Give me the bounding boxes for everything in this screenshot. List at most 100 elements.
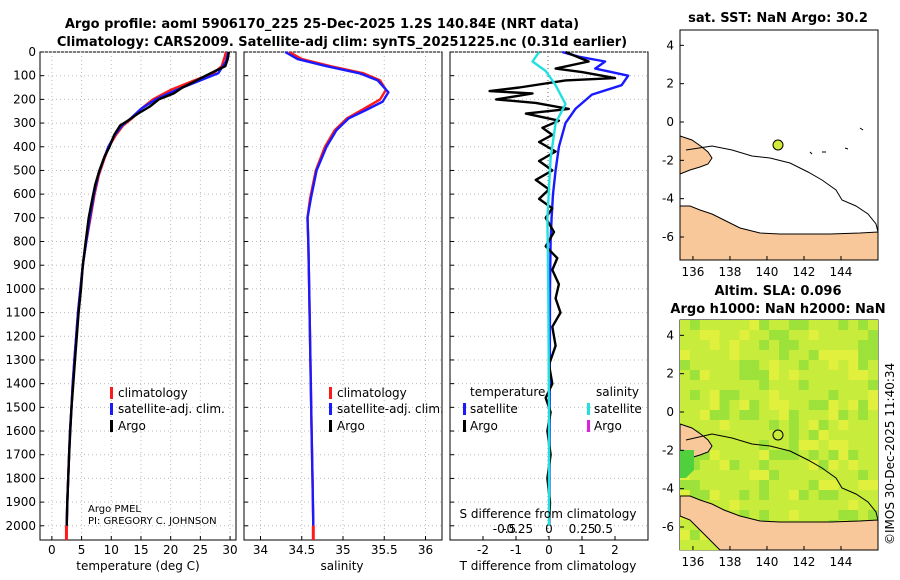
sla-cell — [769, 350, 780, 361]
sla-cell — [759, 380, 770, 391]
lat-tick-label: -2 — [662, 153, 674, 167]
sla-cell — [749, 450, 760, 461]
sla-cell — [689, 530, 700, 541]
sla-cell — [808, 430, 819, 441]
sla-cell — [818, 480, 829, 491]
sla-cell — [868, 510, 879, 521]
depth-tick-label: 900 — [13, 258, 36, 272]
sla-cell — [719, 430, 730, 441]
depth-tick-label: 0 — [28, 45, 36, 59]
sla-cell — [858, 360, 869, 371]
sla-cell — [788, 370, 799, 381]
coastline-north — [685, 145, 879, 233]
lat-tick-label: -6 — [662, 230, 674, 244]
sla-cell — [788, 350, 799, 361]
land-new-guinea — [679, 205, 879, 261]
land-northwest — [679, 135, 713, 175]
difference-tick-labels: -2 -1 0 1 2 -0.5-0.25 0 0.250.5 — [477, 522, 619, 557]
s-difference-tick-label: 0.5 — [594, 522, 613, 536]
legend-swatch-climatology — [110, 387, 113, 399]
difference-panel: -2 -1 0 1 2 -0.5-0.25 0 0.250.5 S difference fr… — [449, 50, 649, 573]
sla-cell — [798, 460, 809, 471]
lat-tick-label: -2 — [662, 443, 674, 457]
sla-cell — [788, 330, 799, 341]
sla-cell — [779, 500, 789, 511]
sst-map-lon-labels: 136 138 140 142 144 — [682, 256, 852, 279]
sla-cell — [808, 350, 819, 361]
sla-cell — [779, 320, 789, 331]
sla-cell — [858, 430, 869, 441]
depth-tick-label: 1800 — [5, 471, 36, 485]
sla-cell — [788, 320, 799, 331]
sla-cell — [788, 400, 799, 411]
sla-cell — [779, 380, 789, 391]
sla-cell — [719, 370, 730, 381]
sla-cell — [699, 340, 710, 351]
sla-cell — [759, 460, 770, 471]
sla-cell — [798, 320, 809, 331]
sla-cell — [808, 360, 819, 371]
sla-cell — [848, 490, 859, 501]
sla-cell — [749, 440, 760, 451]
land-new-guinea — [679, 495, 879, 551]
sla-cell — [749, 470, 760, 481]
sla-cell — [828, 380, 839, 391]
sla-cell — [759, 320, 770, 331]
sla-cell — [858, 500, 869, 511]
sla-cell — [848, 370, 859, 381]
sla-cell — [798, 380, 809, 391]
sla-cell — [699, 470, 710, 481]
sla-cell — [828, 400, 839, 411]
sla-cell — [848, 420, 859, 431]
salinity-axis-label: salinity — [320, 559, 363, 573]
sla-cell — [788, 420, 799, 431]
sla-cell — [779, 480, 789, 491]
sst-map-title: sat. SST: NaN Argo: 30.2 — [688, 11, 868, 26]
series-line-argo — [65, 51, 231, 526]
sla-cell — [868, 480, 879, 491]
sla-cell — [828, 510, 839, 521]
sla-cell — [848, 500, 859, 511]
sla-cell — [749, 320, 760, 331]
figure-title-line2: Climatology: CARS2009. Satellite-adj cli… — [57, 35, 627, 50]
sla-cell — [699, 370, 710, 381]
sla-cell — [749, 330, 760, 341]
sla-cell — [709, 410, 720, 421]
sla-cell — [769, 490, 780, 501]
depth-tick-label: 1300 — [5, 353, 36, 367]
sla-cell — [699, 330, 710, 341]
lon-tick-label: 136 — [682, 555, 705, 569]
sla-cell — [739, 510, 750, 521]
sla-cell — [729, 480, 740, 491]
sla-cell — [689, 390, 700, 401]
sla-cell — [699, 450, 710, 461]
sla-map-title1: Altim. SLA: 0.096 — [715, 284, 842, 299]
sla-cell — [868, 470, 879, 481]
sla-cell — [680, 380, 690, 391]
sla-cell — [788, 380, 799, 391]
sla-cell — [719, 450, 730, 461]
sla-cell — [739, 360, 750, 371]
sla-cell — [689, 350, 700, 361]
salinity-tick-label: 34 — [253, 543, 268, 557]
sla-cell — [808, 470, 819, 481]
sla-cell — [769, 460, 780, 471]
sla-cell — [739, 380, 750, 391]
sla-cell — [769, 500, 780, 511]
temperature-tick-label: 15 — [133, 543, 148, 557]
lon-tick-label: 144 — [830, 555, 853, 569]
sla-cell — [749, 400, 760, 411]
sla-map-panel: Altim. SLA: 0.096 Argo h1000: NaN h2000:… — [662, 284, 886, 569]
sla-cell — [719, 340, 730, 351]
sla-cell — [798, 500, 809, 511]
sla-cell — [729, 410, 740, 421]
sla-cell — [818, 370, 829, 381]
sla-cell — [769, 510, 780, 521]
sla-cell — [719, 410, 730, 421]
sla-cell — [798, 450, 809, 461]
sla-cell — [680, 400, 690, 411]
sla-cell — [779, 510, 789, 521]
sla-cell — [808, 320, 819, 331]
sla-cell — [818, 390, 829, 401]
sla-cell — [709, 490, 720, 501]
